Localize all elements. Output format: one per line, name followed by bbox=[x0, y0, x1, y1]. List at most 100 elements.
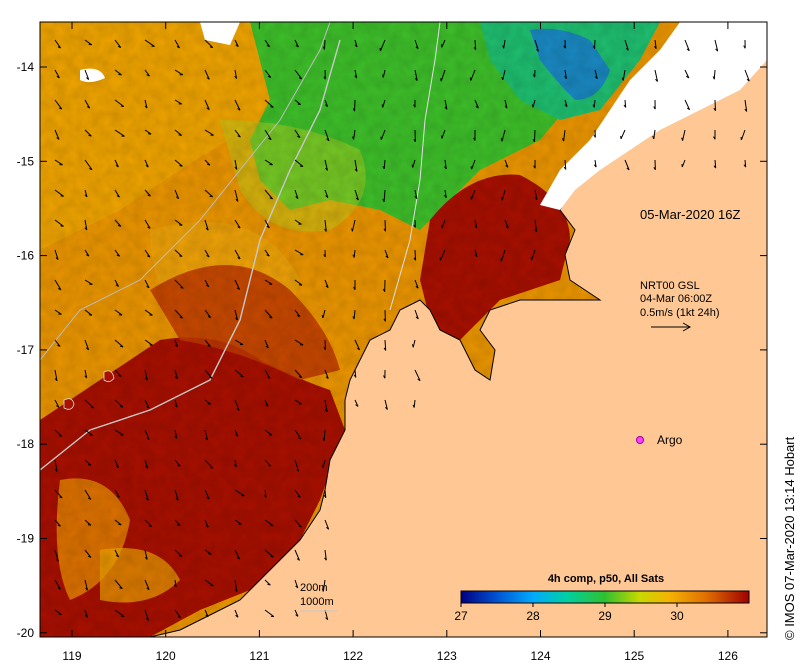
wind-arrow-head bbox=[713, 165, 717, 169]
wind-arrow-head bbox=[326, 138, 330, 142]
wind-arrow bbox=[264, 459, 272, 467]
wind-arrow bbox=[174, 459, 181, 467]
wind-arrow bbox=[234, 309, 238, 321]
wind-arrow-head bbox=[85, 587, 88, 591]
wind-arrow-head bbox=[415, 46, 419, 50]
wind-arrow bbox=[144, 609, 149, 621]
wind-arrow bbox=[174, 309, 184, 319]
wind-arrow-head bbox=[713, 136, 716, 140]
wind-arrow-head bbox=[57, 344, 61, 347]
wind-arrow bbox=[323, 429, 326, 441]
wind-arrow bbox=[144, 159, 149, 168]
wind-arrow bbox=[620, 129, 626, 140]
wind-arrow bbox=[114, 189, 120, 198]
wind-arrow-head bbox=[504, 105, 508, 109]
wind-arrow-head bbox=[58, 107, 63, 110]
wind-arrow-head bbox=[177, 524, 181, 526]
lon-tick-label: 122 bbox=[343, 649, 363, 663]
wind-arrow bbox=[234, 429, 239, 437]
wind-arrow bbox=[204, 129, 214, 136]
wind-arrow-head bbox=[116, 495, 120, 498]
wind-arrow bbox=[322, 579, 326, 592]
wind-arrow-head bbox=[744, 108, 748, 112]
wind-arrow bbox=[624, 39, 629, 51]
wind-arrow-head bbox=[354, 75, 358, 79]
wind-arrow bbox=[504, 219, 509, 229]
wind-arrow-head bbox=[686, 75, 690, 79]
wind-arrow bbox=[234, 159, 238, 170]
wind-arrow bbox=[114, 369, 122, 377]
wind-arrow bbox=[204, 579, 214, 587]
wind-arrow bbox=[54, 39, 62, 49]
wind-arrow-head bbox=[505, 225, 509, 229]
wind-arrow bbox=[54, 69, 60, 79]
wind-arrow-head bbox=[323, 76, 326, 80]
wind-arrow-head bbox=[385, 255, 389, 259]
wind-arrow-head bbox=[411, 164, 414, 168]
wind-arrow-head bbox=[413, 257, 417, 261]
wind-arrow-head bbox=[412, 344, 414, 348]
wind-arrow-head bbox=[355, 404, 359, 407]
wind-arrow-head bbox=[298, 437, 302, 440]
wind-arrow-head bbox=[563, 166, 567, 170]
wind-arrow bbox=[474, 249, 478, 257]
wind-arrow-head bbox=[354, 44, 358, 48]
wind-arrow bbox=[114, 129, 125, 137]
wind-arrow-head bbox=[381, 104, 384, 108]
wind-arrow-head bbox=[354, 168, 358, 172]
wind-arrow bbox=[84, 69, 90, 80]
wind-arrow bbox=[564, 69, 567, 79]
wind-arrow bbox=[714, 99, 716, 111]
wind-arrow bbox=[294, 549, 300, 561]
wind-arrow bbox=[444, 189, 447, 198]
wind-arrow-head bbox=[88, 314, 92, 316]
wind-arrow-head bbox=[501, 76, 504, 81]
map-frame bbox=[39, 21, 768, 638]
colorbar bbox=[460, 590, 750, 604]
wind-arrow-head bbox=[712, 76, 715, 80]
wind-arrow bbox=[501, 189, 506, 201]
wind-arrow-head bbox=[115, 164, 119, 168]
wind-arrow bbox=[174, 219, 183, 226]
wind-arrow bbox=[54, 309, 62, 315]
wind-arrow bbox=[54, 159, 63, 166]
wind-arrow-head bbox=[686, 107, 690, 111]
wind-arrow bbox=[532, 99, 536, 108]
wind-arrow bbox=[84, 459, 92, 466]
wind-arrow bbox=[744, 99, 748, 112]
wind-arrow-head bbox=[473, 137, 476, 141]
wind-arrow-head bbox=[205, 614, 209, 618]
wind-arrow-head bbox=[356, 347, 360, 351]
island bbox=[63, 398, 75, 410]
wind-arrow-head bbox=[265, 345, 269, 349]
wind-arrow bbox=[84, 579, 88, 591]
wind-arrow-head bbox=[653, 166, 656, 171]
wind-arrow bbox=[174, 69, 183, 76]
wind-arrow bbox=[54, 219, 64, 227]
lon-tick-label: 123 bbox=[437, 649, 457, 663]
wind-arrow bbox=[622, 69, 626, 81]
wind-arrow bbox=[594, 159, 597, 168]
wind-arrow-head bbox=[322, 46, 325, 50]
wind-arrow bbox=[114, 609, 125, 618]
wind-arrow bbox=[264, 39, 271, 47]
wind-arrow-head bbox=[115, 284, 119, 287]
wind-arrow-head bbox=[382, 74, 384, 78]
wind-arrow bbox=[324, 99, 329, 107]
wind-arrow-head bbox=[87, 497, 92, 500]
wind-arrow bbox=[414, 39, 419, 49]
wind-arrow-head bbox=[267, 583, 271, 586]
wind-arrow-head bbox=[444, 194, 447, 199]
wind-arrow bbox=[354, 189, 359, 201]
wind-arrow bbox=[144, 129, 152, 135]
wind-arrow-head bbox=[414, 195, 418, 199]
wind-arrow bbox=[294, 99, 301, 105]
wind-arrow-head bbox=[205, 227, 209, 231]
lat-tick-label: -19 bbox=[17, 532, 35, 546]
wind-arrow-head bbox=[652, 135, 655, 140]
wind-arrow bbox=[204, 369, 213, 379]
wind-arrow bbox=[174, 369, 178, 379]
argo-label: Argo bbox=[657, 433, 683, 447]
wind-arrow-head bbox=[235, 434, 239, 437]
